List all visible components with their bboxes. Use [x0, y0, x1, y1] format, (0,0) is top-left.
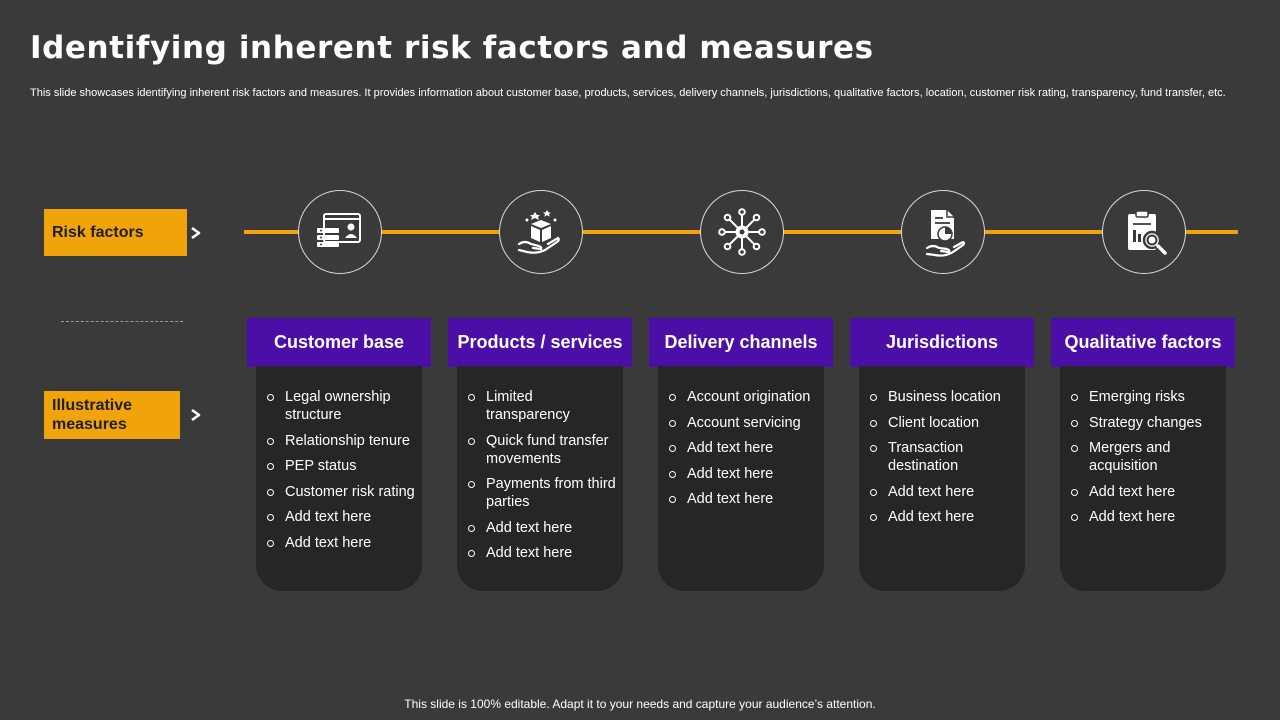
list-item: Account servicing	[668, 414, 818, 432]
list-item: Quick fund transfer movements	[467, 432, 617, 468]
list-item: Add text here	[467, 519, 617, 537]
column-card-products-services: Limited transparency Quick fund transfer…	[457, 366, 623, 591]
customer-base-icon-circle	[298, 190, 382, 274]
list-item: Relationship tenure	[266, 432, 416, 450]
list-item: Add text here	[869, 508, 1019, 526]
list-item: Strategy changes	[1070, 414, 1220, 432]
list-item: Add text here	[668, 465, 818, 483]
column-card-customer-base: Legal ownership structure Relationship t…	[256, 366, 422, 591]
list-item: PEP status	[266, 457, 416, 475]
delivery-channels-icon-circle	[700, 190, 784, 274]
illustrative-measures-label: Illustrative measures	[44, 391, 180, 439]
chevron-right-icon	[191, 408, 201, 422]
list-item: Account origination	[668, 388, 818, 406]
list-item: Add text here	[467, 544, 617, 562]
slide-title: Identifying inherent risk factors and me…	[30, 30, 874, 66]
chevron-right-icon	[191, 226, 201, 240]
footer-note: This slide is 100% editable. Adapt it to…	[404, 697, 876, 711]
list-item: Add text here	[266, 508, 416, 526]
list-item: Emerging risks	[1070, 388, 1220, 406]
slide-subtitle: This slide showcases identifying inheren…	[30, 87, 1226, 99]
column-card-jurisdictions: Business location Client location Transa…	[859, 366, 1025, 591]
network-hub-icon	[718, 208, 766, 256]
column-card-delivery-channels: Account origination Account servicing Ad…	[658, 366, 824, 591]
list-item: Add text here	[1070, 508, 1220, 526]
list-item: Customer risk rating	[266, 483, 416, 501]
product-box-hand-icon	[517, 210, 560, 254]
column-card-qualitative-factors: Emerging risks Strategy changes Mergers …	[1060, 366, 1226, 591]
clipboard-search-icon	[1128, 210, 1167, 255]
document-hand-icon	[925, 210, 966, 257]
column-header-qualitative-factors: Qualitative factors	[1051, 318, 1235, 367]
list-item: Add text here	[869, 483, 1019, 501]
list-item: Add text here	[266, 534, 416, 552]
list-item: Mergers and acquisition	[1070, 439, 1220, 475]
jurisdictions-icon-circle	[901, 190, 985, 274]
column-header-delivery-channels: Delivery channels	[649, 318, 833, 367]
list-item: Client location	[869, 414, 1019, 432]
products-services-icon-circle	[499, 190, 583, 274]
qualitative-factors-icon-circle	[1102, 190, 1186, 274]
list-item: Add text here	[668, 490, 818, 508]
column-header-customer-base: Customer base	[247, 318, 431, 367]
divider	[61, 321, 183, 322]
risk-factors-label: Risk factors	[44, 209, 187, 256]
list-item: Limited transparency	[467, 388, 617, 424]
list-item: Payments from third parties	[467, 475, 617, 511]
customer-profile-icon	[317, 213, 361, 247]
list-item: Add text here	[668, 439, 818, 457]
list-item: Business location	[869, 388, 1019, 406]
column-header-jurisdictions: Jurisdictions	[850, 318, 1034, 367]
list-item: Add text here	[1070, 483, 1220, 501]
column-header-products-services: Products / services	[448, 318, 632, 367]
list-item: Transaction destination	[869, 439, 1019, 475]
list-item: Legal ownership structure	[266, 388, 416, 424]
